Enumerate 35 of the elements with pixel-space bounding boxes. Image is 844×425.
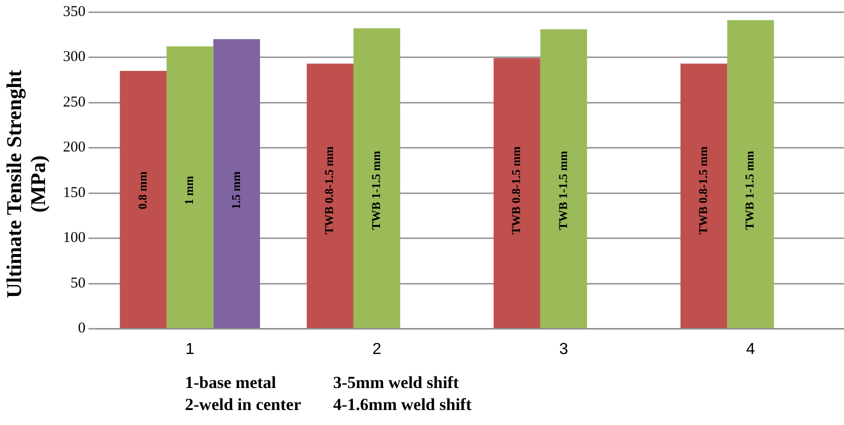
annotation: TWB 1-1.5 mm (742, 150, 757, 230)
x-tick-label: 4 (746, 340, 756, 358)
y-tick-label: 200 (63, 140, 86, 156)
bar (353, 28, 400, 328)
bar (680, 64, 728, 328)
annotation: TWB 0.8-1.5 mm (322, 146, 336, 234)
x-tick-label: 1 (185, 340, 194, 358)
text: 4-1.6mm weld shift (333, 394, 472, 416)
y-tick-label: 50 (70, 275, 86, 292)
bar (166, 46, 214, 328)
annotation: 1.5 mm (228, 171, 243, 210)
text: 1-base metal (185, 372, 278, 394)
y-axis-title: Ultimate Tensile Strenght (MPa) (2, 68, 50, 300)
x-tick-label: 2 (372, 340, 382, 358)
bar (494, 58, 540, 328)
bar (727, 20, 774, 328)
annotation: TWB 1-1.5 mm (368, 150, 383, 230)
annotation: TWB 1-1.5 mm (556, 150, 570, 230)
bar (306, 64, 354, 328)
annotation: TWB 0.8-1.5 mm (696, 146, 710, 234)
bar (213, 39, 260, 328)
y-tick-label: 300 (63, 49, 86, 66)
y-tick-label: 250 (63, 94, 86, 110)
x-tick-label: 3 (559, 340, 568, 358)
bar (120, 70, 167, 328)
y-tick-label: 0 (78, 320, 86, 337)
y-tick-label: 100 (63, 230, 86, 246)
annotation: 1 mm (182, 176, 196, 205)
text: 3-5mm weld shift (333, 372, 460, 394)
annotation: TWB 0.8-1.5 mm (509, 146, 524, 234)
annotation: 0.8 mm (135, 171, 150, 210)
y-tick-label: 150 (63, 184, 86, 201)
text: 2-weld in center (185, 394, 302, 416)
bar (540, 29, 588, 328)
y-tick-label: 350 (63, 4, 86, 20)
